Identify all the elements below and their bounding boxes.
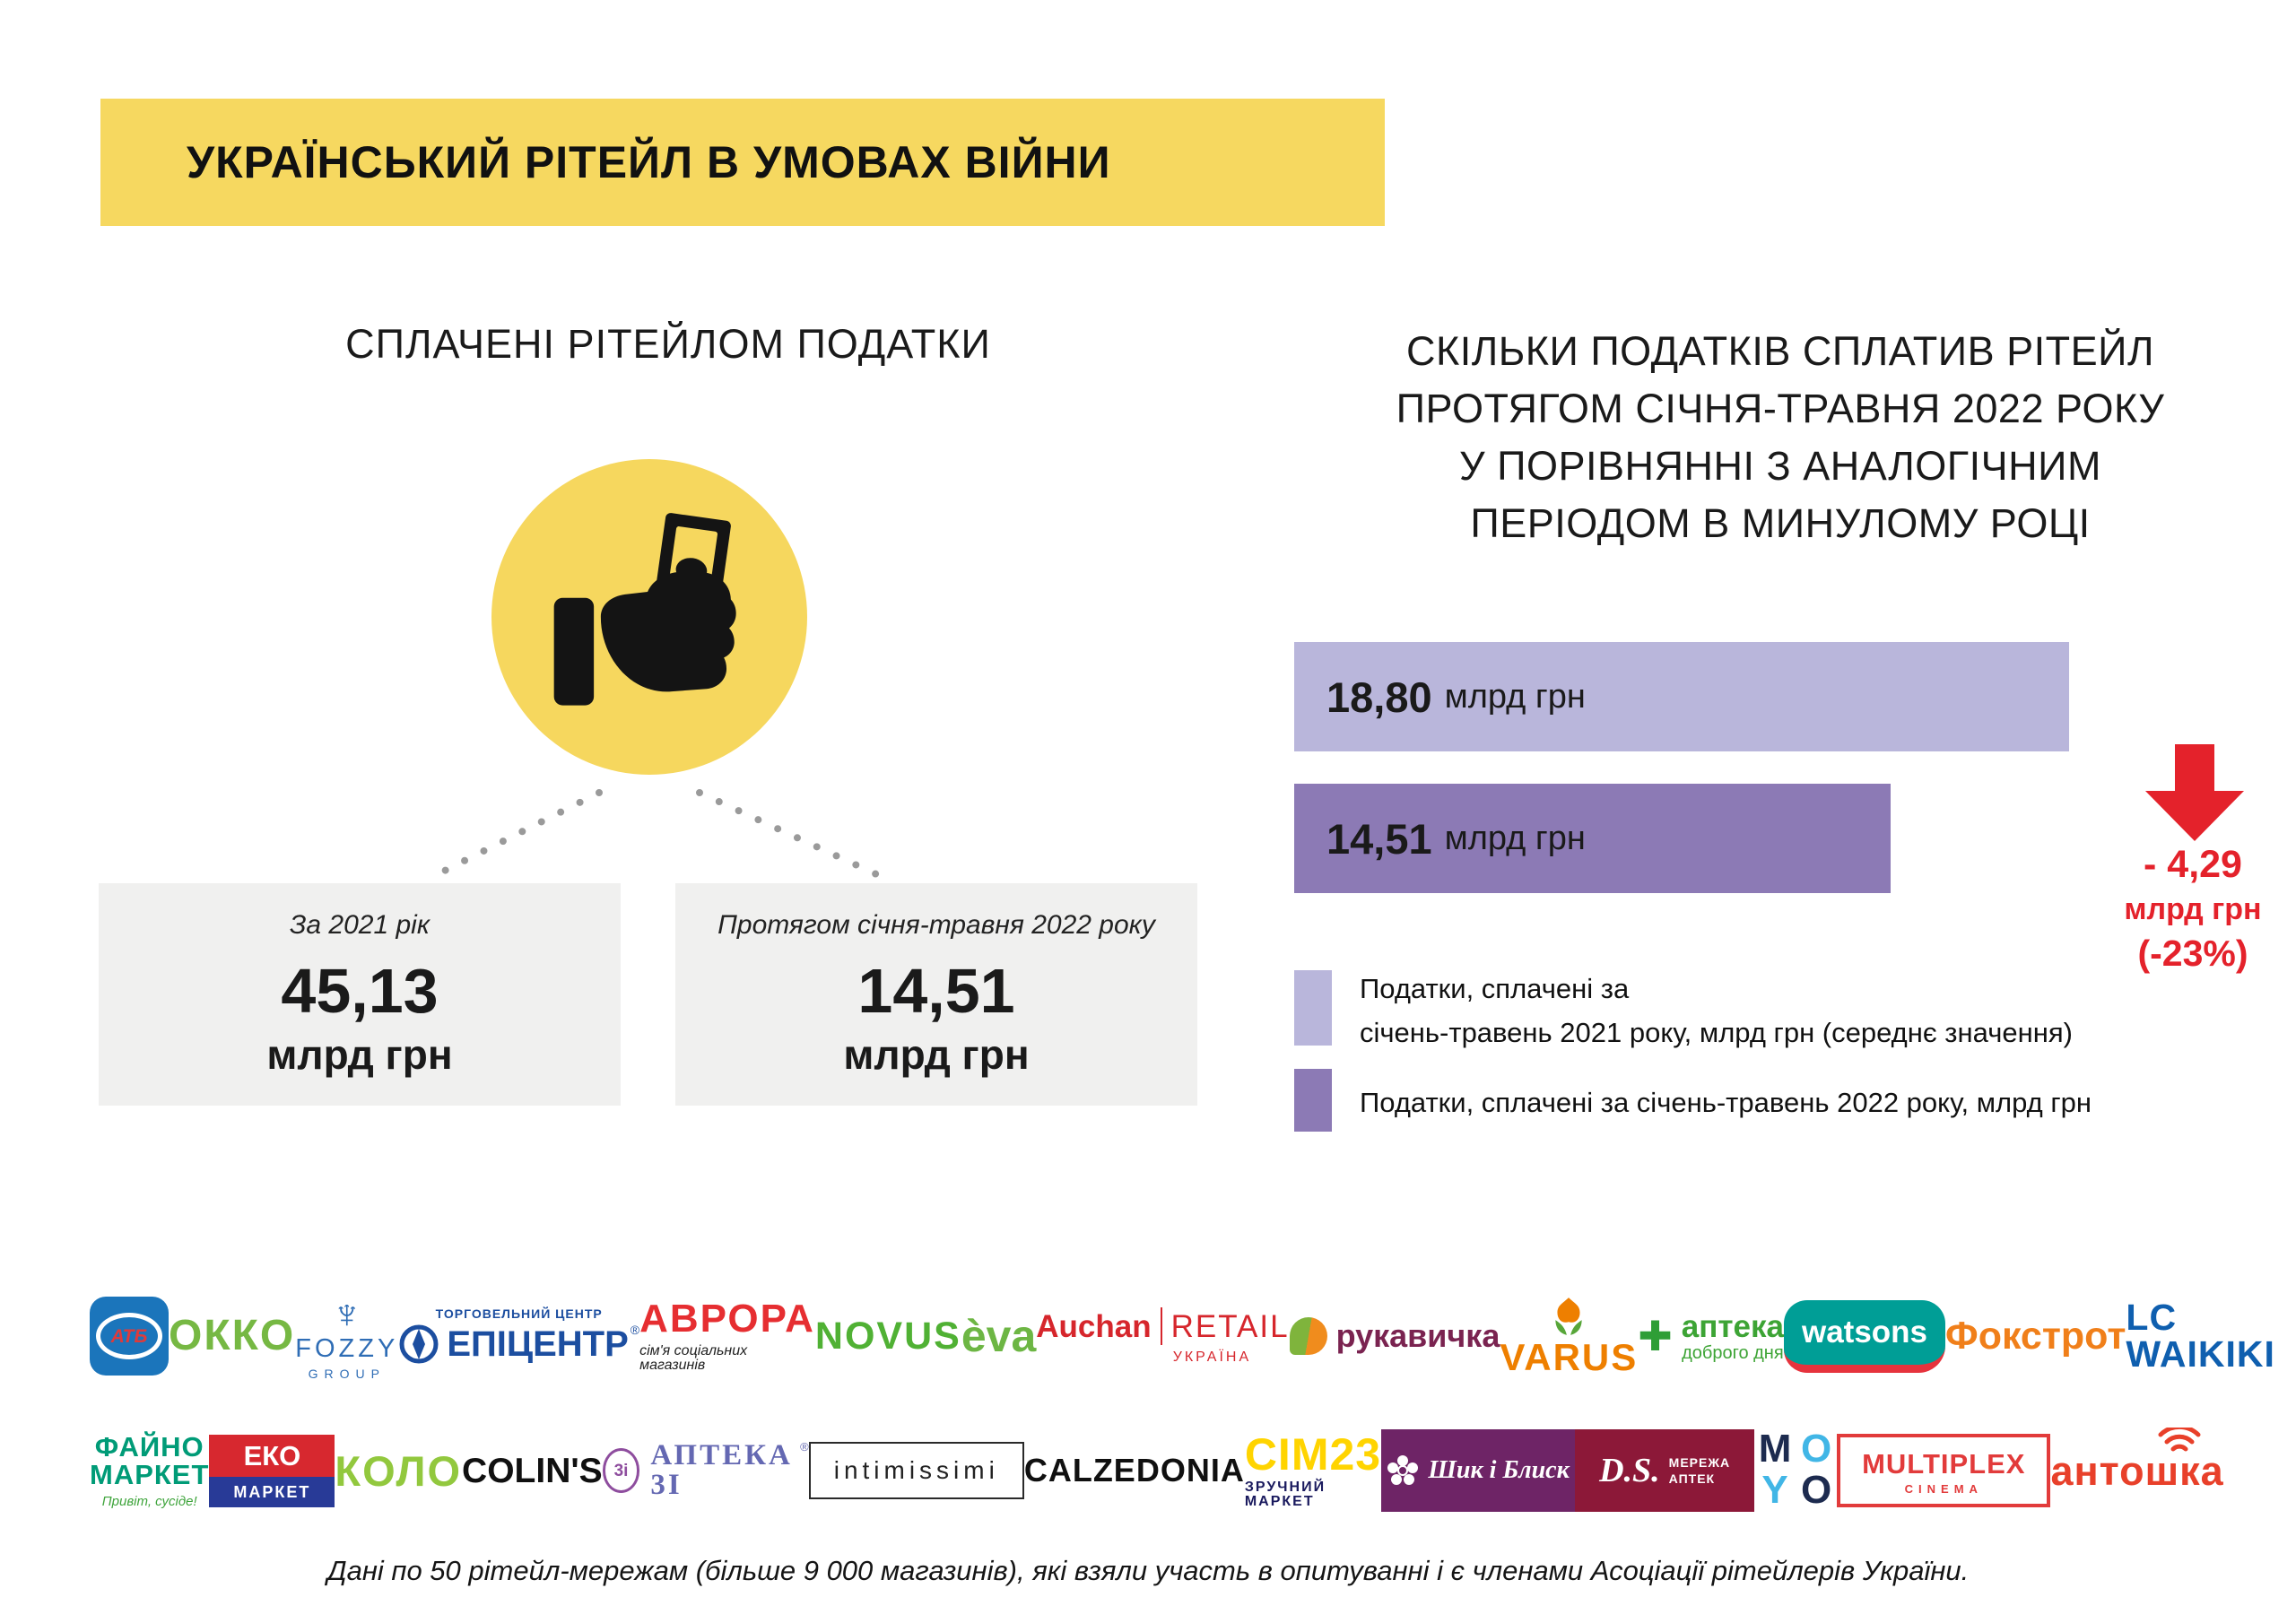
delta-annotation: - 4,29 млрд грн (-23%) [2081,843,2296,975]
title-banner: УКРАЇНСЬКИЙ РІТЕЙЛ В УМОВАХ ВІЙНИ [100,99,1385,226]
bar-2021: 18,80 млрд грн [1294,642,2069,751]
stat-card-label: За 2021 рік [289,910,430,941]
logo-fozzy-group: ♆ FOZZY GROUP [295,1289,399,1381]
tulip-icon [1555,1298,1582,1335]
logo-auchan-retail: Auchan RETAIL УКРАЇНА [1036,1307,1290,1365]
trident-icon: ♆ [331,1289,363,1337]
legend-label-2021: Податки, сплачені за січень-травень 2021… [1360,967,2167,1055]
logo-kolo: КОЛО [335,1446,463,1495]
leaf-icon [1289,1317,1327,1355]
stat-card-2021: За 2021 рік 45,13 млрд грн [99,883,621,1106]
stat-card-value: 45,13 [281,956,439,1027]
legend-line: Податки, сплачені за січень-травень 2022… [1360,1087,2092,1118]
green-cross-icon: ✚ [1638,1313,1673,1359]
legend-swatch-2022 [1294,1069,1332,1132]
footer-note: Дані по 50 рітейл-мережам (більше 9 000 … [326,1555,1970,1586]
left-section-title: СПЛАЧЕНІ РІТЕЙЛОМ ПОДАТКИ [345,321,991,367]
hand-holding-money-icon [491,459,807,775]
right-title-line: СКІЛЬКИ ПОДАТКІВ СПЛАТИВ РІТЕЙЛ [1405,328,2154,374]
stat-card-unit: млрд грн [266,1030,453,1078]
right-title-line: ПРОТЯГОМ СІЧНЯ-ТРАВНЯ 2022 РОКУ [1396,386,2165,431]
logo-novus: NOVUS [814,1314,961,1358]
logo-sim23: СІМ23 ЗРУЧНИЙ МАРКЕТ [1244,1429,1382,1509]
logo-fayno-market: ФАЙНО МАРКЕТ Привіт, сусіде! [90,1431,210,1509]
logo-intimissimi: intimissimi [808,1442,1024,1499]
compass-icon [399,1324,439,1364]
atb-badge-icon: АТБ [90,1297,169,1376]
bar-unit: млрд грн [1444,677,1586,716]
logo-okko: ОККО [169,1312,296,1359]
delta-percent: (-23%) [2137,933,2248,974]
logo-apteka-dobrogo-dnya: ✚ аптека доброго дня [1638,1308,1784,1363]
right-section-title: СКІЛЬКИ ПОДАТКІВ СПЛАТИВ РІТЕЙЛ ПРОТЯГОМ… [1305,323,2256,552]
bar-2022: 14,51 млрд грн [1294,784,1891,893]
logo-atb: АТБ [90,1297,169,1376]
divider [1160,1307,1162,1345]
bar-value: 18,80 [1326,673,1432,721]
logo-multiplex: MULTIPLEX CINEMA [1837,1434,2051,1507]
logo-fokstrot: Фокстрот [1945,1314,2126,1358]
legend-line: січень-травень 2021 року, млрд грн (сере… [1360,1017,2073,1048]
logo-eva: èva [961,1311,1037,1361]
down-arrow-icon [2145,744,2244,846]
logo-eko-market: ЕКО МАРКЕТ [209,1434,335,1507]
logo-avrora: АВРОРА сім'я соціальних магазинів [639,1297,815,1373]
logo-lc-waikiki: LC WAIKIKI [2126,1297,2275,1375]
logo-epicentr: ТОРГОВЕЛЬНИЙ ЦЕНТР ЕПІЦЕНТР ® [398,1307,639,1365]
page-title: УКРАЇНСЬКИЙ РІТЕЙЛ В УМОВАХ ВІЙНИ [187,137,1111,187]
stat-card-unit: млрд грн [843,1030,1030,1078]
delta-unit: млрд грн [2124,892,2262,926]
logo-rukavychka: рукавичка [1289,1317,1500,1355]
logo-colins: COLIN'S [462,1451,603,1490]
logo-varus: VARUS [1500,1296,1638,1376]
legend-line: Податки, сплачені за [1360,973,1630,1004]
logo-row-2: ФАЙНО МАРКЕТ Привіт, сусіде! ЕКО МАРКЕТ … [90,1408,2223,1533]
right-title-line: ПЕРІОДОМ В МИНУЛОМУ РОЦІ [1470,500,2091,546]
logo-row-1: АТБ ОККО ♆ FOZZY GROUP ТОРГОВЕЛЬНИЙ ЦЕНТ… [90,1266,2274,1406]
logo-moyo: M O Y O [1758,1427,1832,1512]
bar-value: 14,51 [1326,814,1432,863]
stat-card-value: 14,51 [857,956,1015,1027]
right-title-line: У ПОРІВНЯННІ З АНАЛОГІЧНИМ [1459,443,2101,489]
legend-label-2022: Податки, сплачені за січень-травень 2022… [1360,1081,2221,1124]
hand-money-glyph [553,513,736,706]
antenna-arcs-icon [2158,1427,2201,1451]
logo-antoshka: антошка [2050,1427,2223,1491]
bar-unit: млрд грн [1444,819,1586,857]
logo-shik-i-blysk: Шик і Блиск [1381,1429,1576,1512]
delta-value: - 4,29 [2144,843,2242,886]
logo-ds-apteka: D.S. МЕРЕЖА АПТЕК [1575,1429,1755,1512]
legend-swatch-2021 [1294,970,1332,1046]
pharmacy-emblem-icon: 3і [602,1448,640,1493]
logo-apteka-3i: 3і АПТЕКА 3І ® [602,1441,809,1500]
stat-card-label: Протягом січня-травня 2022 року [718,910,1155,941]
stat-card-2022: Протягом січня-травня 2022 року 14,51 мл… [675,883,1197,1106]
logo-watsons: watsons [1784,1299,1945,1373]
logo-calzedonia: CALZEDONIA [1023,1452,1245,1488]
flower-icon [1387,1455,1419,1485]
